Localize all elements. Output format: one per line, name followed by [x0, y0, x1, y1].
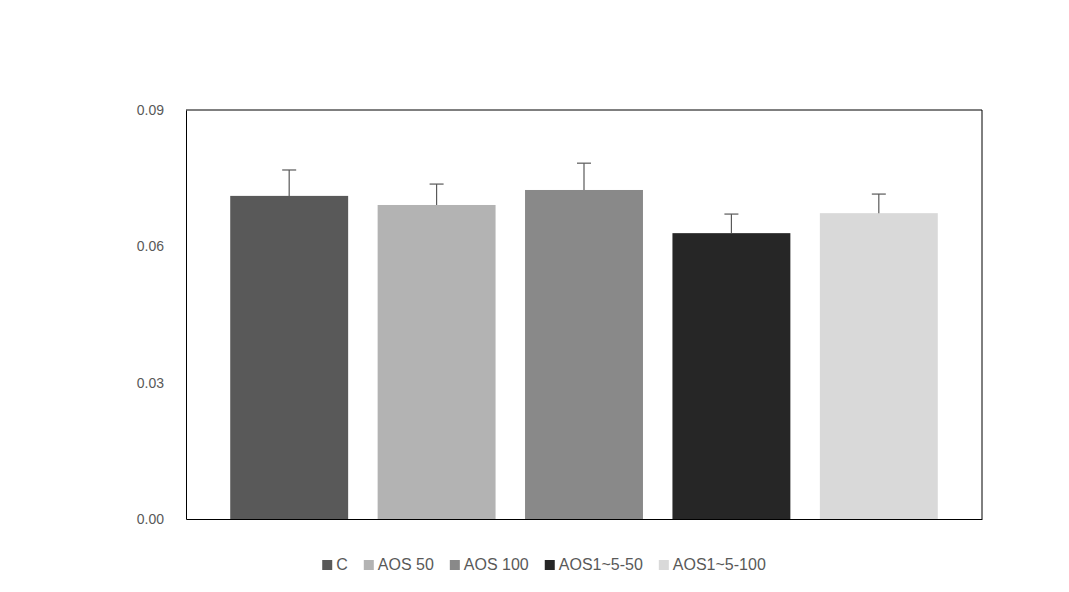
error-bar-cap — [430, 183, 444, 184]
error-bar-stem — [436, 184, 437, 205]
y-tick-label: 0.06 — [137, 238, 164, 254]
x-axis — [187, 519, 983, 521]
error-bar — [282, 170, 296, 196]
legend-item: C — [322, 556, 348, 573]
y-tick-label: 0.09 — [137, 102, 164, 118]
bar — [230, 196, 348, 519]
y-tick: 0.00 — [137, 511, 186, 527]
error-bar-stem — [583, 163, 584, 190]
error-bar-cap — [282, 169, 296, 170]
error-bar — [724, 214, 738, 233]
legend-swatch — [659, 560, 669, 570]
legend-item: AOS1~5-50 — [545, 556, 643, 573]
bar — [378, 205, 496, 519]
bar — [820, 213, 938, 519]
x-axis-line — [187, 519, 983, 520]
error-bar-stem — [731, 214, 732, 233]
legend-swatch — [364, 560, 374, 570]
error-bar-cap — [577, 163, 591, 164]
error-bar-stem — [289, 170, 290, 196]
y-tick-label: 0.03 — [137, 375, 164, 391]
y-tick: 0.06 — [137, 238, 186, 254]
error-bar — [577, 163, 591, 190]
frame — [186, 110, 982, 111]
legend-swatch — [322, 560, 332, 570]
legend-label: AOS1~5-50 — [559, 556, 643, 573]
y-tick: 0.09 — [137, 102, 186, 118]
chart: 0.00 0.03 0.06 0.09 C AOS 50 AOS 100 AOS1~5-50 A… — [0, 0, 1069, 592]
legend-item: AOS 100 — [450, 556, 529, 573]
legend-label: C — [336, 556, 348, 573]
legend-item: AOS 50 — [364, 556, 434, 573]
error-bar-cap — [872, 193, 886, 194]
bar — [525, 190, 643, 519]
y-axis-line — [186, 111, 187, 520]
legend-label: AOS 50 — [378, 556, 434, 573]
frame — [982, 110, 983, 519]
legend-label: AOS 100 — [464, 556, 529, 573]
bar — [672, 233, 790, 519]
legend-swatch — [450, 560, 460, 570]
error-bar — [430, 184, 444, 205]
y-tick: 0.03 — [137, 375, 186, 391]
plot: 0.00 0.03 0.06 0.09 — [137, 102, 983, 527]
legend-swatch — [545, 560, 555, 570]
error-bar-cap — [724, 213, 738, 214]
error-bar-stem — [878, 194, 879, 213]
marks — [230, 163, 938, 519]
legend-label: AOS1~5-100 — [673, 556, 766, 573]
legend-item: AOS1~5-100 — [659, 556, 766, 573]
y-axis: 0.00 0.03 0.06 0.09 — [137, 102, 187, 527]
y-tick-label: 0.00 — [137, 511, 164, 527]
legend: C AOS 50 AOS 100 AOS1~5-50 AOS1~5-100 — [322, 556, 766, 573]
error-bar — [872, 194, 886, 213]
